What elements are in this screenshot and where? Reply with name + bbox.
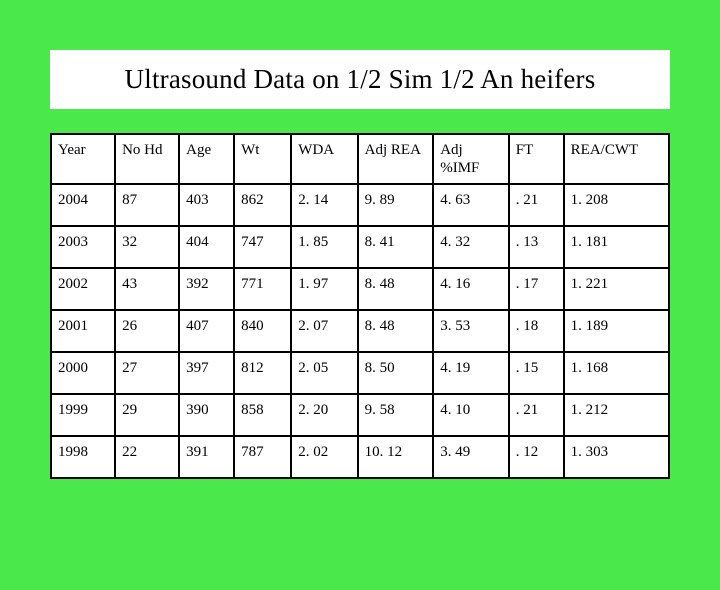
table-row: 2002 43 392 771 1. 97 8. 48 4. 16 . 17 1… [51,268,669,310]
cell: 26 [115,310,179,352]
table-header-row: Year No Hd Age Wt WDA Adj REA Adj %IMF F… [51,134,669,184]
cell: 862 [234,184,291,226]
cell: 2. 07 [291,310,357,352]
cell: 4. 10 [433,394,509,436]
col-age: Age [179,134,234,184]
cell: 43 [115,268,179,310]
cell: 29 [115,394,179,436]
cell: 812 [234,352,291,394]
cell: 1. 303 [564,436,669,478]
cell: 2. 05 [291,352,357,394]
cell: . 21 [509,394,564,436]
cell: 1998 [51,436,115,478]
cell: 3. 49 [433,436,509,478]
cell: 4. 16 [433,268,509,310]
cell: 2001 [51,310,115,352]
cell: 403 [179,184,234,226]
cell: 2. 20 [291,394,357,436]
data-table: Year No Hd Age Wt WDA Adj REA Adj %IMF F… [50,133,670,479]
col-ft: FT [509,134,564,184]
cell: 27 [115,352,179,394]
cell: . 12 [509,436,564,478]
cell: 391 [179,436,234,478]
cell: 1. 97 [291,268,357,310]
col-nohd: No Hd [115,134,179,184]
cell: 1. 189 [564,310,669,352]
cell: 397 [179,352,234,394]
cell: 1. 208 [564,184,669,226]
cell: 8. 48 [358,310,434,352]
cell: 1. 221 [564,268,669,310]
table-container: Year No Hd Age Wt WDA Adj REA Adj %IMF F… [50,133,670,479]
cell: 2000 [51,352,115,394]
cell: . 13 [509,226,564,268]
cell: 4. 63 [433,184,509,226]
cell: 1. 85 [291,226,357,268]
col-year: Year [51,134,115,184]
cell: 87 [115,184,179,226]
cell: 9. 89 [358,184,434,226]
title-bar: Ultrasound Data on 1/2 Sim 1/2 An heifer… [50,50,670,109]
cell: 8. 50 [358,352,434,394]
cell: 8. 41 [358,226,434,268]
cell: 858 [234,394,291,436]
cell: 1. 181 [564,226,669,268]
cell: 2003 [51,226,115,268]
cell: 32 [115,226,179,268]
cell: 747 [234,226,291,268]
cell: . 17 [509,268,564,310]
page-title: Ultrasound Data on 1/2 Sim 1/2 An heifer… [60,64,660,95]
col-wda: WDA [291,134,357,184]
cell: 1. 168 [564,352,669,394]
cell: 771 [234,268,291,310]
cell: . 18 [509,310,564,352]
cell: 392 [179,268,234,310]
cell: 404 [179,226,234,268]
table-body: 2004 87 403 862 2. 14 9. 89 4. 63 . 21 1… [51,184,669,478]
cell: 3. 53 [433,310,509,352]
table-row: 2000 27 397 812 2. 05 8. 50 4. 19 . 15 1… [51,352,669,394]
table-row: 1999 29 390 858 2. 20 9. 58 4. 10 . 21 1… [51,394,669,436]
col-reacwt: REA/CWT [564,134,669,184]
cell: 840 [234,310,291,352]
cell: 4. 32 [433,226,509,268]
cell: . 15 [509,352,564,394]
cell: 22 [115,436,179,478]
col-adjimf: Adj %IMF [433,134,509,184]
cell: 407 [179,310,234,352]
col-wt: Wt [234,134,291,184]
table-row: 1998 22 391 787 2. 02 10. 12 3. 49 . 12 … [51,436,669,478]
cell: 2004 [51,184,115,226]
cell: 390 [179,394,234,436]
cell: 787 [234,436,291,478]
cell: 1. 212 [564,394,669,436]
cell: 9. 58 [358,394,434,436]
col-adjrea: Adj REA [358,134,434,184]
cell: 8. 48 [358,268,434,310]
cell: 2. 14 [291,184,357,226]
cell: . 21 [509,184,564,226]
cell: 1999 [51,394,115,436]
cell: 2. 02 [291,436,357,478]
table-row: 2004 87 403 862 2. 14 9. 89 4. 63 . 21 1… [51,184,669,226]
cell: 4. 19 [433,352,509,394]
cell: 2002 [51,268,115,310]
cell: 10. 12 [358,436,434,478]
table-row: 2001 26 407 840 2. 07 8. 48 3. 53 . 18 1… [51,310,669,352]
table-row: 2003 32 404 747 1. 85 8. 41 4. 32 . 13 1… [51,226,669,268]
